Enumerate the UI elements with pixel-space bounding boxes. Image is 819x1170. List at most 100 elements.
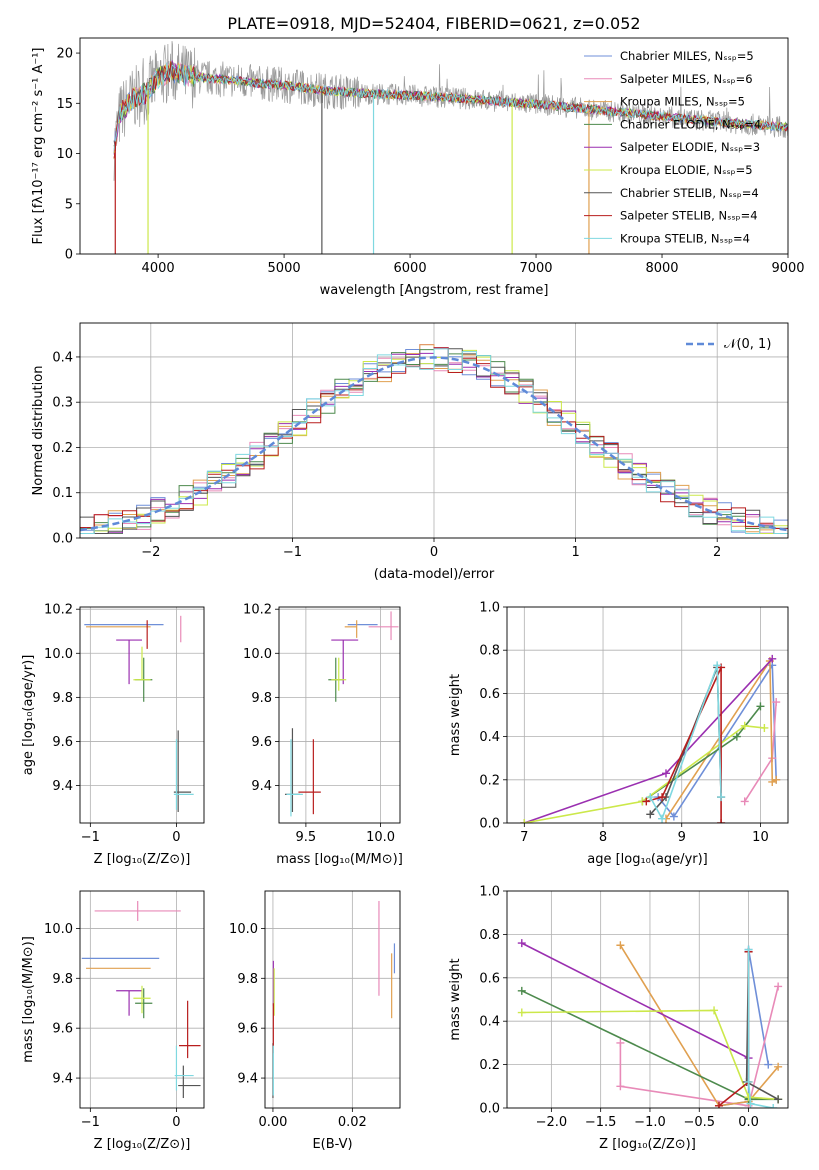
- y-tick-label: 0.4: [52, 350, 73, 365]
- y-tick-label: 0.4: [479, 1015, 500, 1030]
- y-tick-label: 9.6: [251, 735, 272, 750]
- x-tick-label: 9000: [771, 261, 804, 276]
- weight-line-5: [521, 1009, 779, 1101]
- panel-age-vs-Z: −1 0 9.4 9.6 9.8 10.0 10.2 Z [log₁₀(Z/Z⊙)] age […: [21, 603, 205, 867]
- weight-point: [717, 819, 726, 823]
- weight-line-2: [619, 944, 779, 1107]
- x-tick-label: 9: [678, 830, 686, 845]
- legend-label: Salpeter STELIB, Nₛₛₚ=4: [620, 209, 758, 223]
- weight-point: [744, 945, 753, 954]
- y-axis-label: age [log₁₀(age/yr)]: [21, 655, 36, 776]
- weight-point: [744, 1093, 753, 1102]
- panel-mass-vs-Z: −1 0 9.4 9.6 9.8 10.0 Z [log₁₀(Z/Z⊙)] mass [log…: [21, 890, 205, 1152]
- y-tick-label: 9.6: [52, 735, 73, 750]
- x-tick-label: −0.5: [683, 1115, 715, 1130]
- y-tick-label: 10.0: [44, 647, 73, 662]
- y-axis-label: mass weight: [448, 958, 463, 1040]
- weight-point: [658, 814, 667, 823]
- weight-point: [772, 698, 781, 707]
- y-tick-label: 10: [56, 147, 73, 162]
- y-tick-label: 10.0: [44, 922, 73, 937]
- axes-frame: [79, 322, 789, 539]
- x-tick-label: 2: [713, 545, 721, 560]
- panel-weight-vs-age: 7 8 9 10 0.0 0.2 0.4 0.6 0.8 1.0 age [log₁₀(age/yr…: [448, 601, 789, 867]
- y-tick-label: 9.8: [52, 691, 73, 706]
- x-tick-label: −2.0: [536, 1115, 568, 1130]
- model-line-7: [113, 61, 788, 159]
- x-tick-label: 9.5: [296, 830, 317, 845]
- x-axis-label: (data-model)/error: [374, 567, 495, 582]
- legend-label: Chabrier ELODIE, Nₛₛₚ=4: [620, 117, 761, 131]
- y-axis-label: Normed distribution: [31, 366, 46, 496]
- y-tick-label: 9.4: [52, 1072, 73, 1087]
- legend-label: Chabrier MILES, Nₛₛₚ=5: [620, 49, 754, 63]
- weight-point: [646, 810, 655, 819]
- x-tick-label: −1.0: [634, 1115, 666, 1130]
- x-axis-label: E(B-V): [312, 1137, 352, 1152]
- y-tick-label: 10.0: [229, 922, 258, 937]
- legend-label: Salpeter MILES, Nₛₛₚ=6: [620, 72, 753, 86]
- x-axis-label: mass [log₁₀(M/M⊙)]: [276, 852, 403, 867]
- data-spectrum-line: [113, 41, 788, 181]
- weight-point: [642, 797, 651, 806]
- weight-point: [710, 1006, 719, 1015]
- x-axis-label: wavelength [Angstrom, rest frame]: [320, 283, 549, 298]
- y-tick-label: 0.0: [479, 817, 500, 832]
- weight-point: [713, 661, 722, 670]
- plot-area: [517, 939, 783, 1108]
- axes-frame: [79, 606, 205, 824]
- y-tick-label: 5: [65, 197, 73, 212]
- weight-point: [740, 797, 749, 806]
- x-tick-label: 8000: [645, 261, 678, 276]
- weight-line-5: [524, 724, 765, 823]
- weight-line-4: [524, 658, 773, 823]
- legend-label: 𝒩(0, 1): [724, 337, 771, 352]
- y-tick-label: 0.0: [52, 532, 73, 547]
- weight-point: [714, 1101, 723, 1108]
- y-tick-label: 1.0: [479, 885, 500, 900]
- axes-frame: [264, 890, 401, 1109]
- weight-point: [756, 702, 765, 711]
- weight-point: [616, 1038, 625, 1047]
- weight-line-4: [521, 942, 749, 1059]
- weight-point: [774, 1095, 783, 1104]
- weight-point: [520, 819, 529, 823]
- axes-frame: [79, 37, 789, 255]
- weight-point: [616, 941, 625, 950]
- weight-line-8: [747, 949, 774, 1108]
- y-tick-label: 0: [65, 248, 73, 263]
- weight-point: [517, 1008, 526, 1017]
- x-tick-label: 4000: [142, 261, 175, 276]
- y-tick-label: 10.2: [44, 603, 73, 618]
- weight-point: [661, 769, 670, 778]
- weight-line-1: [619, 986, 779, 1107]
- normal-curve: [80, 356, 788, 532]
- y-tick-label: 0.6: [479, 971, 500, 986]
- weight-point: [517, 939, 526, 948]
- axes-frame: [506, 890, 789, 1109]
- y-tick-label: 0.2: [479, 773, 500, 788]
- y-tick-label: 20: [56, 47, 73, 62]
- panel-weight-vs-Z: −2.0 −1.5 −1.0 −0.5 0.0 0.0 0.2 0.4 0.6 0.8 1.0 Z […: [448, 885, 789, 1152]
- y-tick-label: 0.1: [52, 486, 73, 501]
- panel-residual-hist: −2 −1 0 1 2 0.0 0.1 0.2 0.3 0.4 (data-model)/error…: [31, 322, 789, 582]
- weight-line-7: [718, 951, 750, 1107]
- weight-point: [517, 986, 526, 995]
- x-tick-label: −1: [283, 545, 302, 560]
- x-axis-label: age [log₁₀(age/yr)]: [587, 852, 708, 867]
- weight-point: [740, 721, 749, 730]
- y-tick-label: 9.6: [237, 1022, 258, 1037]
- weight-point: [760, 723, 769, 732]
- y-tick-label: 0.2: [479, 1058, 500, 1073]
- weight-point: [616, 1082, 625, 1091]
- y-tick-label: 9.8: [52, 972, 73, 987]
- axes-frame: [506, 606, 789, 824]
- y-tick-label: 0.2: [52, 441, 73, 456]
- weight-line-7: [646, 667, 722, 823]
- x-tick-label: −1: [81, 1115, 100, 1130]
- legend-label: Kroupa STELIB, Nₛₛₚ=4: [620, 231, 750, 245]
- weight-point: [658, 793, 667, 802]
- weight-point: [769, 1104, 778, 1108]
- y-tick-label: 0.8: [479, 644, 500, 659]
